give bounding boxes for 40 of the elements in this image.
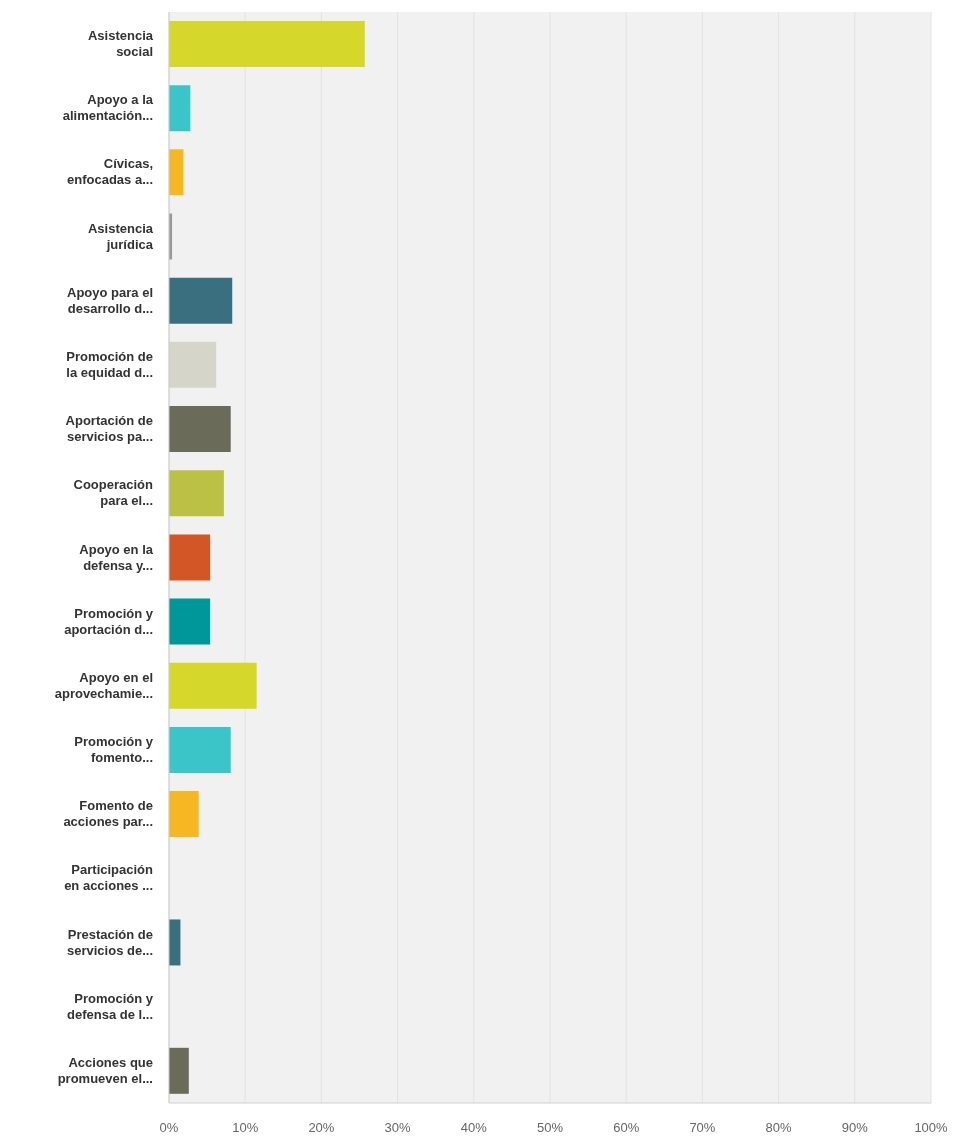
bar [169,470,224,517]
x-tick-label: 0% [159,1120,179,1136]
x-tick-label: 10% [232,1120,259,1136]
bar [169,20,365,67]
x-tick-label: 50% [536,1120,564,1136]
y-tick-label: Cívicas, enfocadas a... [67,156,153,188]
x-tick-label: 60% [613,1120,640,1136]
bar [169,149,184,196]
bar [169,726,231,773]
y-tick-label: Apoyo en el aprovechamie... [54,669,153,701]
y-tick-label: Prestación de servicios de... [67,926,153,958]
y-tick-label: Apoyo a la alimentación... [62,92,154,124]
bar [169,85,191,132]
y-tick-label: Apoyo para el desarrollo d... [67,284,153,316]
y-tick-label: Promoción y defensa de l... [67,990,154,1022]
bar [169,791,199,838]
bar [169,598,211,645]
bar [169,406,231,453]
bar [169,277,233,324]
y-tick-label: Asistencia social [87,28,154,60]
x-tick-label: 80% [765,1120,793,1136]
y-tick-label: Promoción de la equidad d... [66,348,153,380]
y-tick-label: Promoción y fomento... [74,734,154,766]
bar [169,1047,189,1094]
y-tick-label: Acciones que promueven el... [57,1054,153,1086]
y-tick-label: Cooperación para el... [73,477,154,509]
x-tick-label: 100% [914,1120,949,1136]
x-tick-label: 30% [384,1120,412,1136]
y-tick-label: Aportación de servicios pa... [65,413,153,445]
y-tick-label: Apoyo en la defensa y... [79,541,154,573]
y-tick-label: Asistencia jurídica [87,220,154,252]
y-tick-label: Participación en acciones ... [64,862,154,894]
bar [169,662,257,709]
x-tick-label: 20% [308,1120,335,1136]
bar [169,534,211,581]
x-tick-label: 70% [689,1120,716,1136]
y-tick-label: Fomento de acciones par... [63,798,153,830]
x-tick-label: 90% [841,1120,869,1136]
y-tick-label: Promoción y aportación d... [64,605,154,637]
x-tick-label: 40% [460,1120,488,1136]
